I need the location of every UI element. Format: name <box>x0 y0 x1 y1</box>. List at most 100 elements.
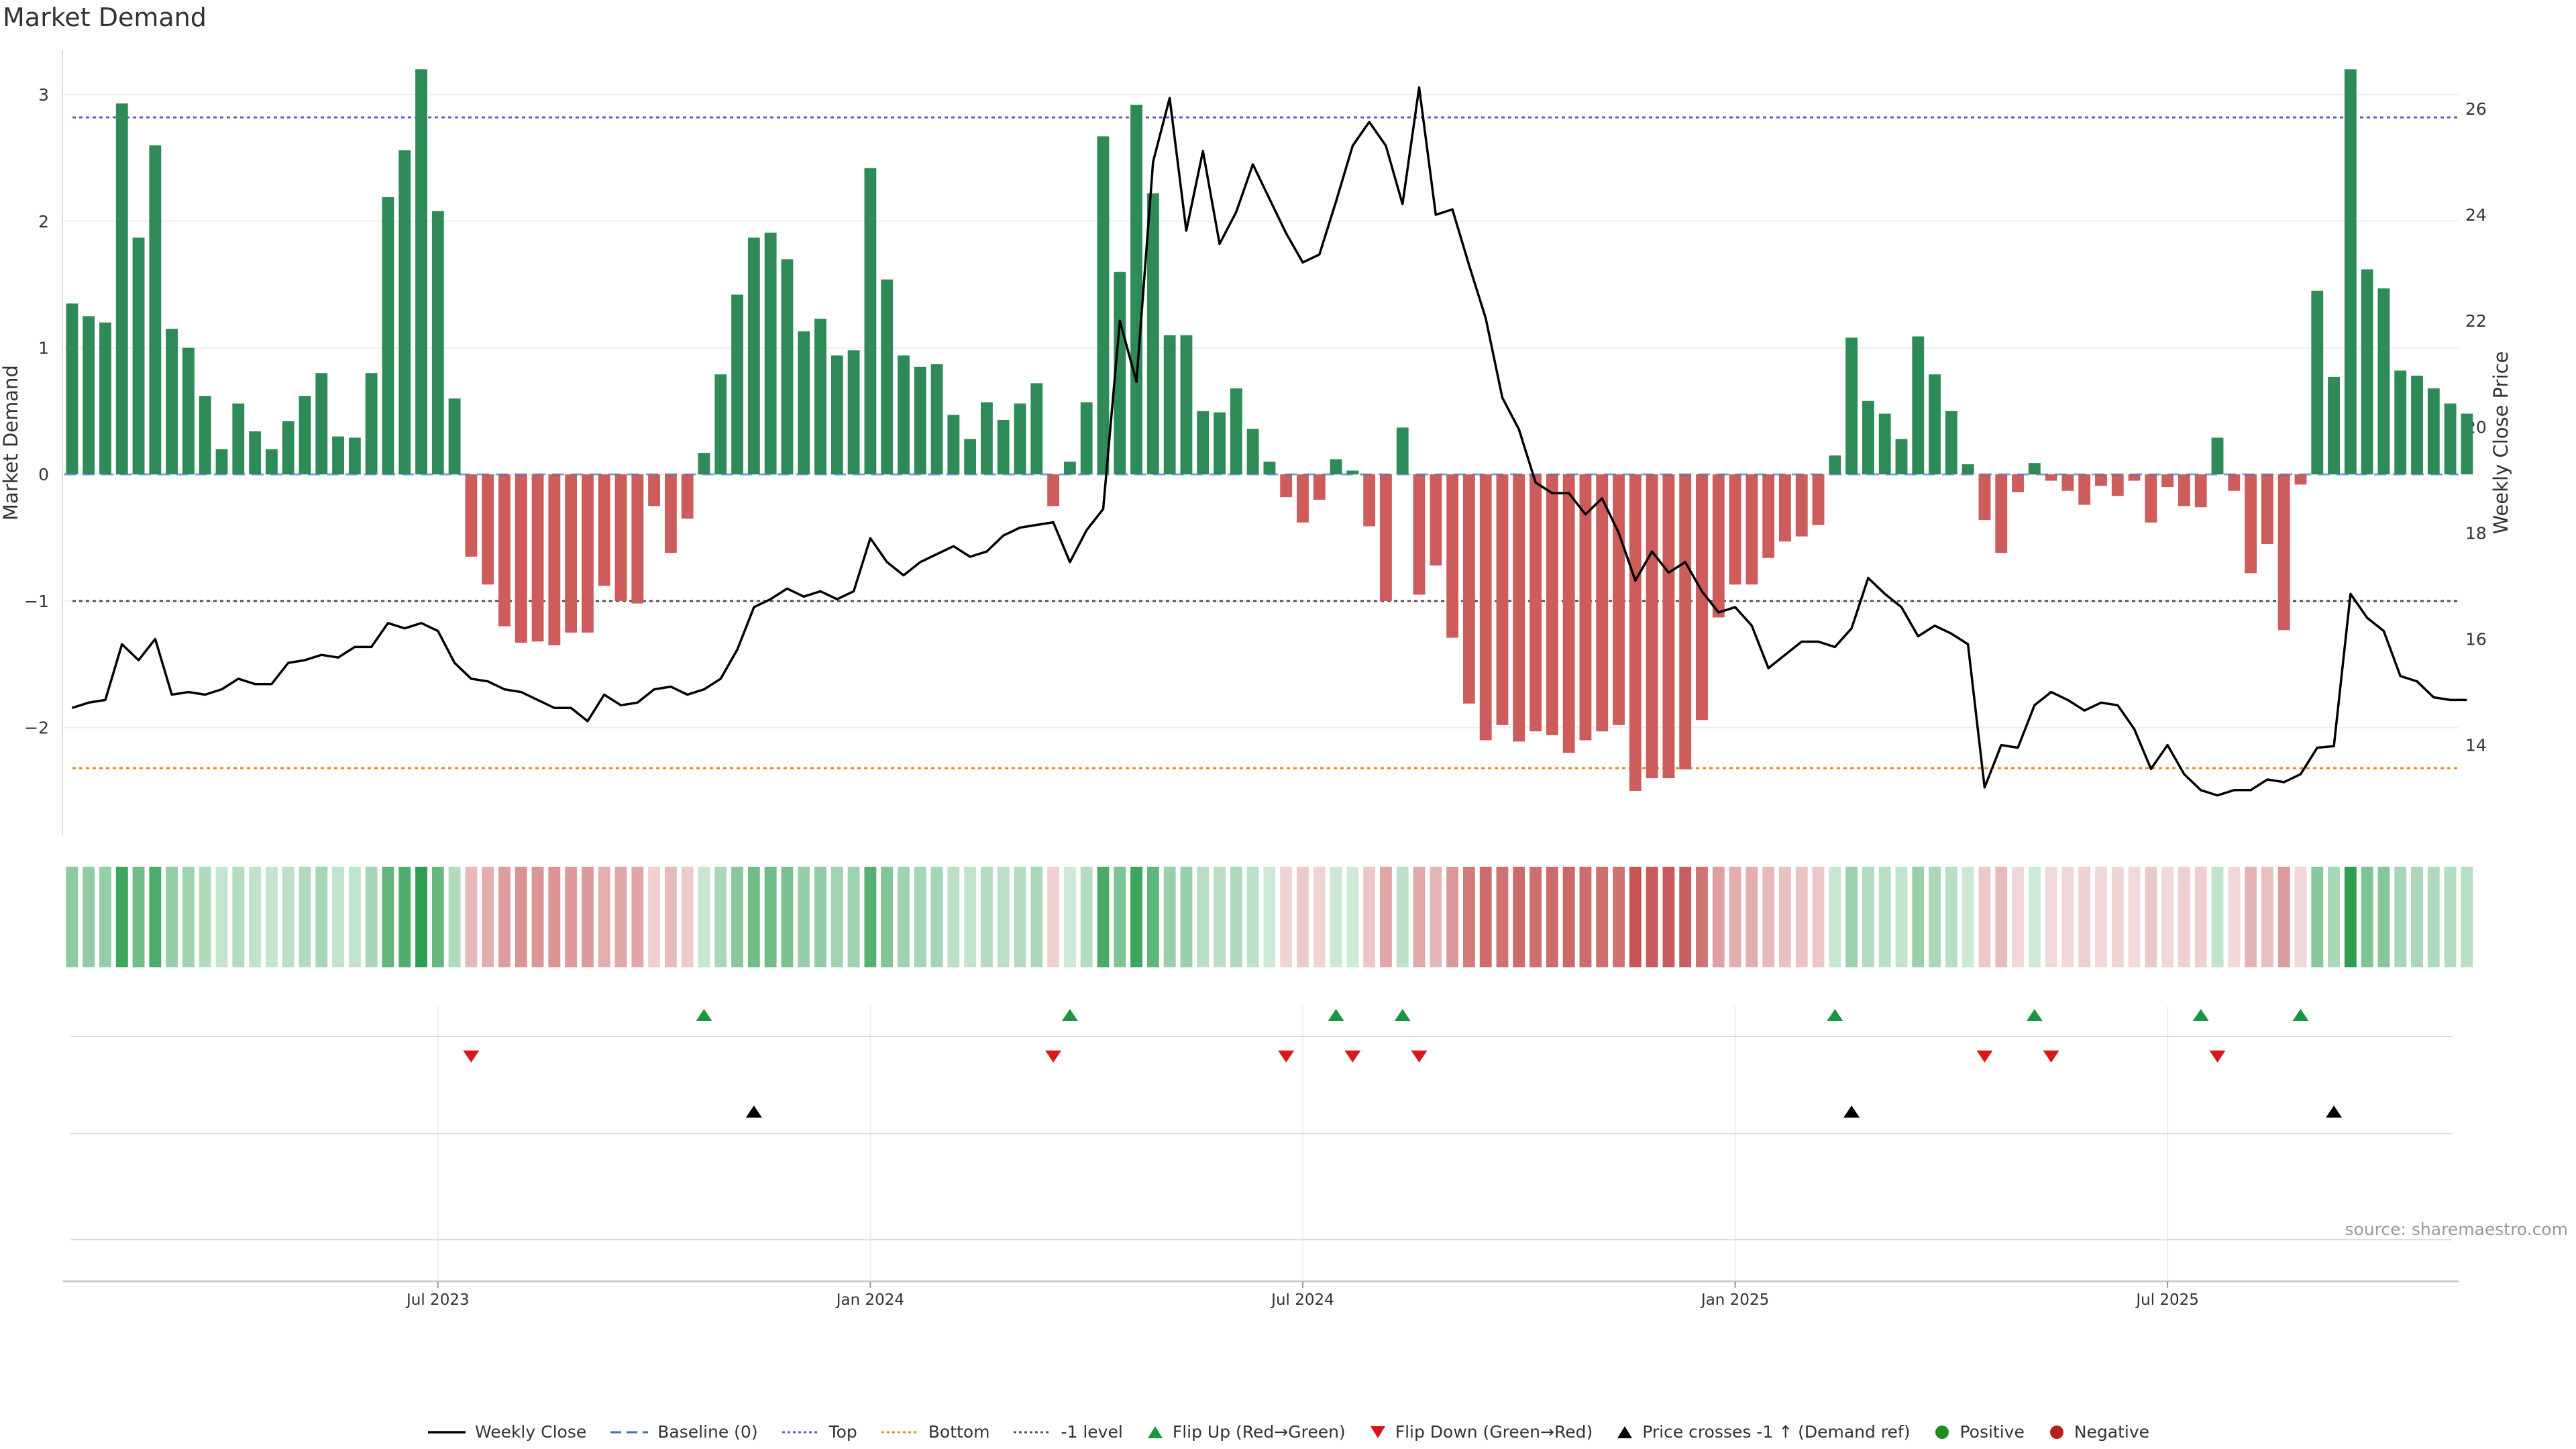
demand-bar-negative <box>1479 474 1492 741</box>
demand-heat-cell <box>1596 867 1609 967</box>
legend-label: Baseline (0) <box>657 1422 758 1442</box>
demand-heat-cell <box>115 867 128 967</box>
demand-bar-positive <box>1330 459 1342 475</box>
demand-bar-positive <box>2028 463 2041 475</box>
demand-heat-cell <box>398 867 411 967</box>
demand-heat-cell <box>1929 867 1941 967</box>
legend-item: Flip Up (Red→Green) <box>1146 1422 1346 1442</box>
x-tick-label: Jul 2023 <box>405 1291 470 1309</box>
left-tick-label: −2 <box>24 718 49 738</box>
flip-down-marker <box>1278 1051 1295 1063</box>
legend-label: Positive <box>1960 1422 2025 1442</box>
legend-triangle-up-icon <box>1617 1426 1633 1438</box>
legend-dotted-line-icon <box>881 1431 919 1433</box>
legend-item: Price crosses -1 ↑ (Demand ref) <box>1615 1422 1910 1442</box>
demand-heat-cell <box>83 867 95 967</box>
demand-bar-positive <box>981 402 993 475</box>
source-note: source: sharemaestro.com <box>2345 1220 2569 1239</box>
demand-heat-cell <box>648 867 661 967</box>
demand-bar-positive <box>1912 336 1925 475</box>
demand-bar-positive <box>731 294 743 475</box>
demand-bar-negative <box>1613 474 1625 725</box>
demand-bar-positive <box>1962 464 1974 475</box>
demand-bar-negative <box>2111 474 2124 496</box>
flip-up-marker <box>1394 1009 1411 1021</box>
demand-bar-positive <box>764 232 777 475</box>
demand-bar-positive <box>2444 403 2457 475</box>
demand-bar-positive <box>1214 412 1226 475</box>
demand-bar-positive <box>914 366 926 475</box>
demand-bar-negative <box>1529 474 1542 732</box>
demand-bar-positive <box>781 259 794 475</box>
demand-bar-negative <box>2012 474 2024 492</box>
legend-dotted-line-icon <box>782 1431 820 1433</box>
demand-bar-positive <box>1945 411 1957 475</box>
demand-heat-cell <box>2311 867 2324 967</box>
demand-heat-cell <box>1280 867 1293 967</box>
demand-heat-cell <box>1878 867 1891 967</box>
demand-bar-negative <box>1313 474 1326 500</box>
demand-heat-cell <box>1496 867 1509 967</box>
demand-bar-negative <box>1795 474 1808 537</box>
demand-bar-positive <box>1130 105 1142 475</box>
demand-bar-positive <box>1097 136 1110 475</box>
demand-heat-cell <box>1845 867 1858 967</box>
right-tick-label: 22 <box>2465 311 2487 331</box>
demand-heat-cell <box>881 867 894 967</box>
x-tick-label: Jan 2025 <box>1700 1291 1769 1309</box>
demand-bar-positive <box>1263 462 1276 475</box>
demand-bar-negative <box>2145 474 2157 523</box>
demand-bar-negative <box>1779 474 1791 542</box>
demand-bar-negative <box>2194 474 2207 508</box>
demand-bar-positive <box>415 69 427 475</box>
demand-bar-positive <box>847 350 860 475</box>
demand-heat-cell <box>1130 867 1142 967</box>
demand-heat-cell <box>1346 867 1359 967</box>
demand-bar-negative <box>2095 474 2107 486</box>
demand-bar-positive <box>747 237 760 475</box>
demand-bar-positive <box>1246 429 1259 475</box>
demand-heat-cell <box>898 867 910 967</box>
demand-bar-negative <box>1696 474 1708 720</box>
left-tick-label: −1 <box>24 592 49 611</box>
demand-heat-cell <box>132 867 145 967</box>
demand-bar-negative <box>598 474 610 586</box>
demand-bar-positive <box>714 374 727 475</box>
demand-bar-positive <box>431 211 444 475</box>
demand-bar-positive <box>1346 470 1359 475</box>
demand-heat-cell <box>1895 867 1908 967</box>
demand-heat-cell <box>66 867 78 967</box>
demand-bar-positive <box>2461 413 2473 475</box>
demand-bar-positive <box>299 396 311 475</box>
x-tick-label: Jul 2025 <box>2135 1291 2199 1309</box>
legend-label: -1 level <box>1061 1422 1123 1442</box>
demand-bar-positive <box>930 364 943 475</box>
demand-heat-cell <box>2461 867 2473 967</box>
legend-item: Weekly Close <box>427 1422 586 1442</box>
demand-bar-positive <box>382 197 394 475</box>
demand-bar-positive <box>1878 413 1891 475</box>
demand-heat-cell <box>1779 867 1791 967</box>
demand-heat-cell <box>2294 867 2307 967</box>
demand-bar-negative <box>1430 474 1442 566</box>
demand-bar-positive <box>964 439 977 475</box>
demand-bar-positive <box>332 436 344 475</box>
demand-bar-positive <box>1929 374 1941 475</box>
demand-bar-negative <box>2261 474 2273 544</box>
demand-heat-cell <box>1479 867 1492 967</box>
flip-up-marker <box>696 1009 712 1021</box>
demand-bar-negative <box>681 474 694 519</box>
demand-heat-cell <box>964 867 977 967</box>
right-tick-label: 14 <box>2465 736 2487 755</box>
demand-heat-cell <box>2145 867 2157 967</box>
demand-heat-cell <box>1462 867 1475 967</box>
legend-dot-icon <box>2049 1425 2063 1439</box>
demand-bar-positive <box>1230 388 1242 475</box>
price-cross-marker <box>2326 1106 2343 1118</box>
demand-bar-positive <box>2361 269 2373 475</box>
demand-heat-cell <box>199 867 211 967</box>
demand-heat-cell <box>1912 867 1925 967</box>
demand-heat-cell <box>698 867 710 967</box>
demand-bar-negative <box>565 474 578 633</box>
